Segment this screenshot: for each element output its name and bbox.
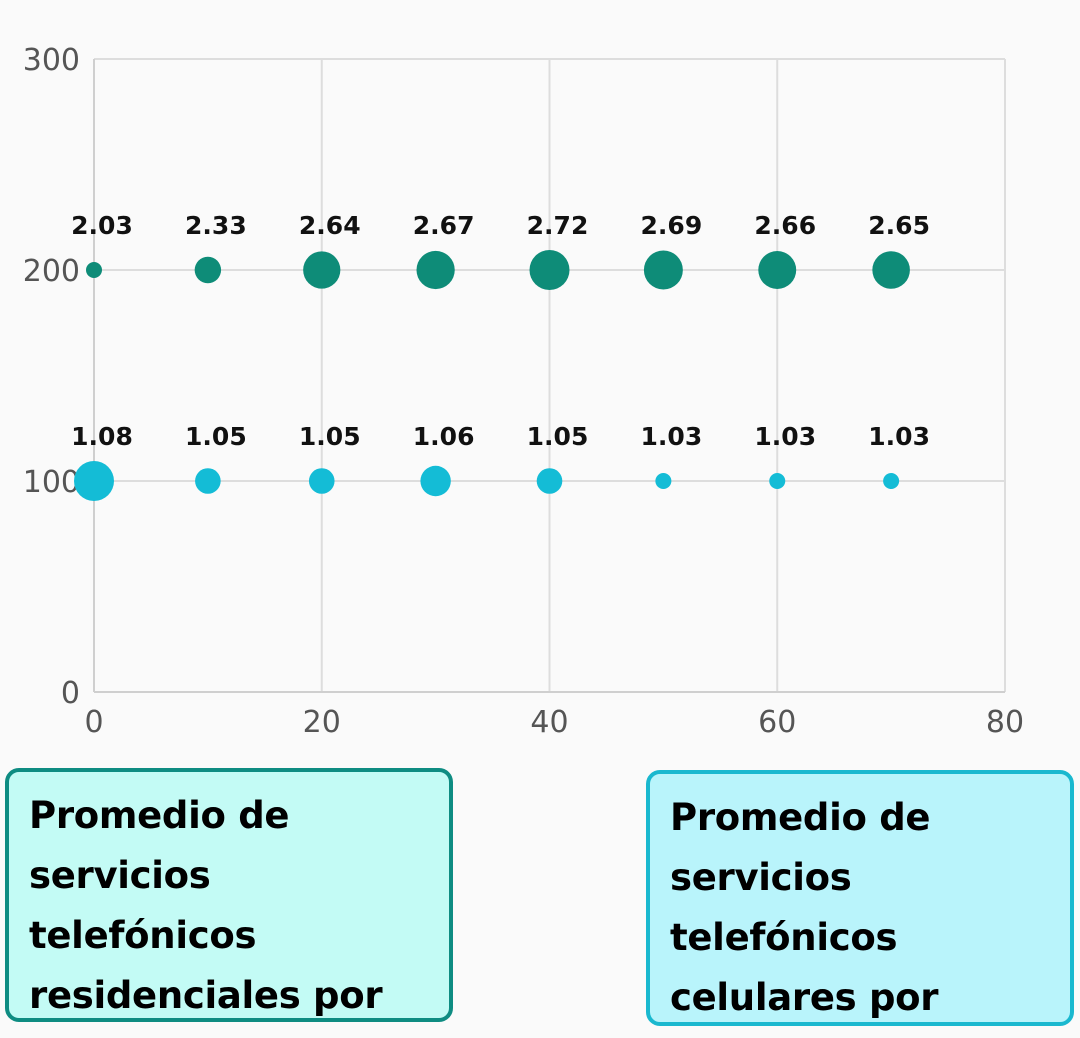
data-point [758,251,797,289]
data-point [655,473,672,489]
data-point [194,256,222,284]
y-tick-label: 0 [61,676,80,711]
data-point [872,251,910,289]
data-label: 1.03 [868,422,930,451]
data-label: 2.65 [868,211,930,240]
data-points [74,250,910,501]
y-tick-label: 100 [23,465,80,500]
data-label: 2.69 [641,211,703,240]
data-point [769,473,786,489]
y-tick-label: 200 [23,254,80,289]
x-tick-label: 80 [986,705,1024,740]
data-point [529,250,570,290]
data-label: 1.08 [71,422,133,451]
data-label: 2.72 [527,211,589,240]
data-point [883,473,900,489]
legend-cellular: Promedio de servicios telefónicos celula… [646,770,1074,1026]
legend-residential: Promedio de servicios telefónicos reside… [5,768,453,1022]
data-label: 2.67 [413,211,475,240]
data-label: 1.03 [641,422,703,451]
data-point [74,461,114,501]
data-label: 2.66 [754,211,816,240]
data-label: 1.05 [299,422,361,451]
data-label: 2.03 [71,211,133,240]
x-tick-label: 20 [303,705,341,740]
data-point [303,251,341,289]
data-label: 2.64 [299,211,361,240]
data-point [536,468,563,494]
x-tick-label: 0 [84,705,103,740]
data-point [416,250,455,290]
data-label: 2.33 [185,211,247,240]
data-label: 1.05 [185,422,247,451]
x-tick-label: 40 [530,705,568,740]
tick-labels: 0 20 40 60 80 0 100 200 300 [23,43,1024,740]
data-label: 1.05 [527,422,589,451]
chart-axes [93,59,1005,693]
y-tick-label: 300 [23,43,80,78]
data-point [420,465,451,497]
data-point [195,468,221,494]
data-point [643,250,683,290]
data-labels: 2.03 2.33 2.64 2.67 2.72 2.69 2.66 2.65 1.08 1.05… [71,211,930,451]
data-label: 1.03 [754,422,816,451]
x-tick-label: 60 [758,705,796,740]
chart-grid [93,58,1006,693]
data-point [308,468,335,494]
data-label: 1.06 [413,422,475,451]
bubble-chart: 0 20 40 60 80 0 100 200 300 2.03 2.33 2.64 2.67 2.72… [23,43,1024,740]
data-point [86,262,102,278]
